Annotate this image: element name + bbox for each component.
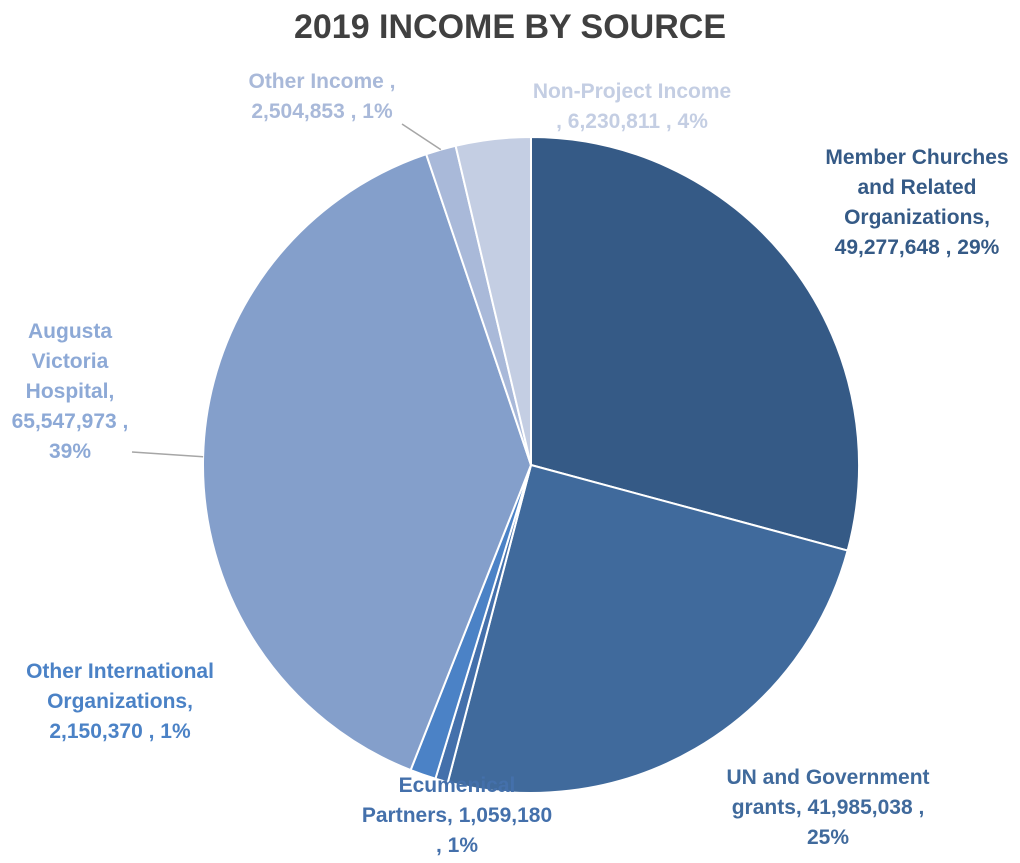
- slice-label-non-project-income: Non-Project Income , 6,230,811 , 4%: [482, 77, 782, 137]
- slice-label-augusta-victoria-hospital: Augusta Victoria Hospital, 65,547,973 , 39%: [0, 317, 220, 467]
- slice-label-line: Other International: [26, 660, 214, 683]
- slice-label-un-and-government-grants: UN and Government grants, 41,985,038 , 25%: [678, 763, 978, 853]
- leader-line: [131, 451, 204, 458]
- pie-slice-augusta-victoria-hospital: [202, 152, 533, 772]
- slice-label-line: 25%: [806, 826, 850, 849]
- chart-title: 2019 INCOME BY SOURCE: [293, 8, 727, 46]
- slice-label-line: 2,150,370 , 1%: [49, 720, 191, 743]
- slice-label-line: and Related: [857, 176, 977, 199]
- slice-label-line: Other Income ,: [248, 70, 396, 93]
- leader-line: [401, 123, 442, 151]
- slice-label-line: 2,504,853 , 1%: [251, 100, 393, 123]
- slice-label-ecumenical-partners: Ecumenical Partners, 1,059,180 , 1%: [307, 771, 607, 861]
- slice-label-line: Organizations,: [844, 206, 990, 229]
- slice-label-line: Augusta: [28, 320, 112, 343]
- pie-slice-un-and-government-grants: [446, 463, 849, 794]
- slice-label-other-international-organizations: Other International Organizations, 2,150,3…: [0, 657, 270, 747]
- slice-label-line: Organizations,: [47, 690, 193, 713]
- slice-label-line: Non-Project Income: [532, 80, 732, 103]
- slice-label-line: Ecumenical: [398, 774, 516, 797]
- slice-label-line: 65,547,973 ,: [11, 410, 129, 433]
- slice-label-line: , 6,230,811 , 4%: [556, 110, 708, 133]
- slice-label-other-income: Other Income , 2,504,853 , 1%: [172, 67, 472, 127]
- slice-label-line: Hospital,: [25, 380, 115, 403]
- slice-label-line: 39%: [48, 440, 92, 463]
- slice-label-line: 49,277,648 , 29%: [834, 236, 1000, 259]
- slice-label-line: , 1%: [435, 834, 479, 857]
- pie-slice-non-project-income: [454, 135, 532, 466]
- slice-label-line: UN and Government: [726, 766, 930, 789]
- slice-label-line: Victoria: [31, 350, 109, 373]
- slice-label-member-churches-and-related-organizations: Member Churches and Related Organizations,…: [767, 143, 1020, 263]
- slice-label-line: Partners, 1,059,180: [361, 804, 553, 827]
- pie-slice-member-churches-and-related-organizations: [530, 135, 860, 552]
- slice-label-line: Member Churches: [825, 146, 1009, 169]
- slice-label-line: grants, 41,985,038 ,: [731, 796, 925, 819]
